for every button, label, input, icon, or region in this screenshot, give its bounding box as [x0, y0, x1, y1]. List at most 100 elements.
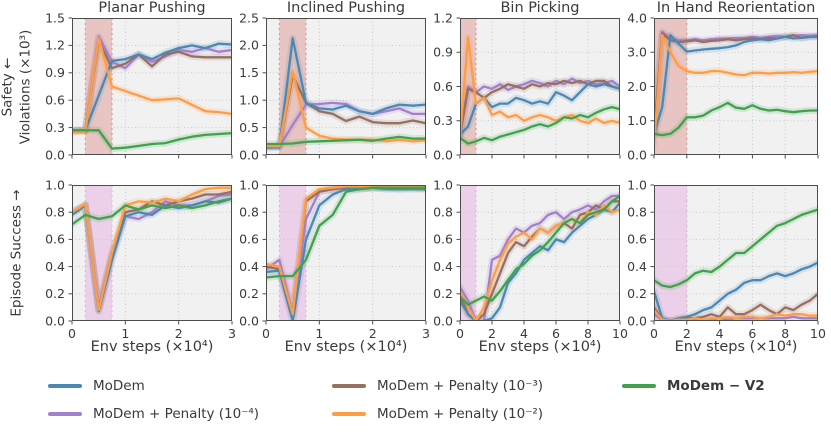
- y-axis-label-episode-success: Episode Success →: [8, 189, 25, 317]
- svg-text:2.5: 2.5: [239, 10, 259, 25]
- svg-text:0.0: 0.0: [45, 313, 65, 328]
- svg-text:0.6: 0.6: [239, 232, 259, 247]
- svg-text:0.5: 0.5: [239, 120, 259, 135]
- svg-text:0.2: 0.2: [45, 286, 65, 301]
- legend-item-penalty-1e-3: MoDem + Penalty (10⁻³): [332, 376, 543, 396]
- svg-text:2: 2: [369, 326, 377, 341]
- subplot-title-inclined-pushing: Inclined Pushing: [286, 0, 406, 16]
- svg-text:1.0: 1.0: [627, 113, 647, 128]
- legend-label-penalty-1e-2: MoDem + Penalty (10⁻²): [377, 406, 544, 422]
- x-axis-label-2: Env steps (×10⁴): [284, 339, 408, 355]
- svg-text:1.2: 1.2: [433, 10, 453, 25]
- subplot-in-hand-reorientation-safety: 0.0 1.0 2.0 3.0 4.0: [627, 10, 819, 162]
- svg-text:0.0: 0.0: [239, 147, 259, 162]
- svg-text:0.6: 0.6: [627, 232, 647, 247]
- svg-text:0.6: 0.6: [45, 232, 65, 247]
- svg-text:3.0: 3.0: [627, 45, 647, 60]
- svg-text:0.0: 0.0: [433, 313, 453, 328]
- subplot-bin-picking-success: 0.0 0.2 0.4 0.6 0.8 1.0 0 2 4 6 8 10: [433, 177, 628, 341]
- legend-swatch-penalty-1e-3: [332, 384, 366, 388]
- svg-text:1.0: 1.0: [433, 177, 453, 192]
- subplot-planar-pushing-safety: 0.0 0.3 0.6 0.9 1.2 1.5: [45, 10, 233, 162]
- legend-label-modem: MoDem: [93, 378, 145, 394]
- svg-text:3: 3: [422, 326, 430, 341]
- svg-text:10: 10: [612, 326, 628, 341]
- y-axis-label-safety-violations: Safety ← Violations (×10³): [0, 19, 36, 156]
- svg-text:4.0: 4.0: [627, 10, 647, 25]
- svg-text:0.0: 0.0: [239, 313, 259, 328]
- svg-text:0.6: 0.6: [433, 232, 453, 247]
- svg-text:0.9: 0.9: [45, 65, 65, 80]
- svg-text:6: 6: [552, 326, 560, 341]
- svg-text:0.8: 0.8: [433, 205, 453, 220]
- svg-text:0.0: 0.0: [627, 147, 647, 162]
- x-axis-label-1: Env steps (×10⁴): [90, 339, 214, 355]
- svg-text:1.0: 1.0: [239, 93, 259, 108]
- svg-text:0.3: 0.3: [433, 113, 453, 128]
- legend-label-penalty-1e-4: MoDem + Penalty (10⁻⁴): [93, 406, 260, 422]
- subplot-inclined-pushing-success: 0.0 0.2 0.4 0.6 0.8 1.0 0 1 2 3: [239, 177, 430, 341]
- svg-text:0.8: 0.8: [239, 205, 259, 220]
- svg-text:8: 8: [584, 326, 592, 341]
- legend-item-penalty-1e-2: MoDem + Penalty (10⁻²): [332, 404, 543, 424]
- svg-text:0.6: 0.6: [433, 79, 453, 94]
- subplot-inclined-pushing-safety: 0.0 0.5 1.0 1.5 2.0 2.5: [239, 10, 427, 162]
- legend-swatch-modem-v2: [622, 384, 656, 388]
- y-axis-label-safety-line1: Safety ←: [0, 57, 16, 117]
- svg-text:4: 4: [520, 326, 528, 341]
- subplot-planar-pushing-success: 0.0 0.2 0.4 0.6 0.8 1.0 0 1 2 3: [45, 177, 236, 341]
- svg-text:1.0: 1.0: [627, 177, 647, 192]
- svg-text:0.3: 0.3: [45, 120, 65, 135]
- svg-text:1: 1: [315, 326, 323, 341]
- svg-text:0: 0: [68, 326, 76, 341]
- svg-text:1.0: 1.0: [239, 177, 259, 192]
- svg-text:10: 10: [810, 326, 826, 341]
- legend-swatch-penalty-1e-2: [332, 412, 366, 416]
- svg-text:0.2: 0.2: [627, 286, 647, 301]
- legend-item-modem: MoDem: [48, 376, 145, 396]
- svg-text:0: 0: [650, 326, 658, 341]
- svg-text:0.4: 0.4: [45, 259, 65, 274]
- svg-text:0: 0: [456, 326, 464, 341]
- svg-text:2: 2: [683, 326, 691, 341]
- svg-text:1.0: 1.0: [45, 177, 65, 192]
- svg-text:1.2: 1.2: [45, 38, 65, 53]
- svg-text:0.8: 0.8: [627, 205, 647, 220]
- svg-text:4: 4: [716, 326, 724, 341]
- svg-text:1.5: 1.5: [45, 10, 65, 25]
- svg-text:0.8: 0.8: [45, 205, 65, 220]
- svg-text:2.0: 2.0: [627, 79, 647, 94]
- svg-text:2: 2: [175, 326, 183, 341]
- svg-text:1: 1: [121, 326, 129, 341]
- svg-text:0.4: 0.4: [239, 259, 259, 274]
- subplot-title-planar-pushing: Planar Pushing: [98, 0, 206, 16]
- svg-text:1.5: 1.5: [239, 65, 259, 80]
- svg-text:2: 2: [488, 326, 496, 341]
- svg-text:8: 8: [781, 326, 789, 341]
- subplot-title-bin-picking: Bin Picking: [500, 0, 580, 16]
- legend-item-penalty-1e-4: MoDem + Penalty (10⁻⁴): [48, 404, 259, 424]
- svg-text:0.4: 0.4: [627, 259, 647, 274]
- svg-text:6: 6: [748, 326, 756, 341]
- x-axis-label-4: Env steps (×10⁴): [674, 339, 798, 355]
- svg-text:2.0: 2.0: [239, 38, 259, 53]
- svg-text:0.2: 0.2: [239, 286, 259, 301]
- y-axis-label-safety-line2: Violations (×10³): [17, 29, 34, 145]
- svg-text:0.0: 0.0: [45, 147, 65, 162]
- svg-text:0.4: 0.4: [433, 259, 453, 274]
- svg-text:0.2: 0.2: [433, 286, 453, 301]
- legend-label-penalty-1e-3: MoDem + Penalty (10⁻³): [377, 378, 544, 394]
- legend-item-modem-v2: MoDem − V2: [622, 376, 765, 396]
- svg-text:0: 0: [262, 326, 270, 341]
- x-axis-label-3: Env steps (×10⁴): [478, 339, 602, 355]
- legend-swatch-modem: [48, 384, 82, 388]
- svg-text:3: 3: [228, 326, 236, 341]
- subplot-bin-picking-safety: 0.0 0.3 0.6 0.9 1.2: [433, 10, 621, 162]
- svg-text:0.0: 0.0: [627, 313, 647, 328]
- svg-text:0.0: 0.0: [433, 147, 453, 162]
- subplot-in-hand-reorientation-success: 0.0 0.2 0.4 0.6 0.8 1.0 0 2 4 6 8 10: [627, 177, 826, 341]
- svg-text:0.9: 0.9: [433, 45, 453, 60]
- legend-swatch-penalty-1e-4: [48, 412, 82, 416]
- svg-text:0.6: 0.6: [45, 93, 65, 108]
